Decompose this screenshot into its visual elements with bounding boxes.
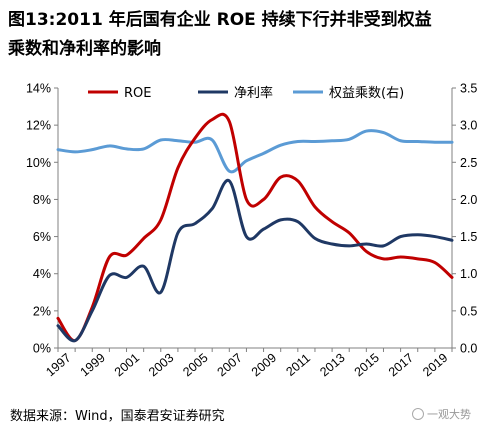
- y-right-tick-label: 1.0: [460, 267, 477, 281]
- x-tick-label: 2005: [180, 351, 210, 380]
- y-left-tick-label: 10%: [26, 156, 51, 170]
- y-right-tick-label: 0.0: [460, 342, 477, 356]
- y-right-tick-label: 1.5: [460, 230, 477, 244]
- y-right-tick-label: 3.5: [460, 82, 477, 96]
- title-line-1: 图13:2011 年后国有企业 ROE 持续下行并非受到权益: [8, 10, 432, 30]
- watermark-text: 一观大势: [427, 408, 471, 421]
- x-tick-label: 1999: [78, 351, 108, 380]
- y-right-tick-label: 3.0: [460, 119, 477, 133]
- source-note: 数据来源：Wind，国泰君安证券研究: [10, 409, 225, 424]
- y-right-tick-label: 0.5: [460, 304, 477, 318]
- chart-series-lines: [56, 112, 454, 343]
- series-line-equity-multiplier: [56, 129, 454, 174]
- chart-title: 图13:2011 年后国有企业 ROE 持续下行并非受到权益 乘数和净利率的影响: [8, 6, 494, 64]
- x-tick-label: 2019: [420, 351, 450, 380]
- y-left-tick-label: 2%: [33, 304, 51, 318]
- x-tick-label: 2013: [317, 351, 347, 380]
- x-tick-label: 2007: [215, 351, 245, 380]
- y-left-tick-label: 0%: [33, 342, 51, 356]
- y-right-tick-label: 2.0: [460, 193, 477, 207]
- chart-legend: ROE 净利率 权益乘数(右): [88, 85, 404, 101]
- watermark: 一观大势: [412, 406, 471, 422]
- x-tick-label: 2003: [146, 351, 176, 380]
- x-tick-label: 2001: [112, 351, 142, 380]
- series-line-net-margin: [56, 178, 454, 343]
- y-left-tick-label: 8%: [33, 193, 51, 207]
- title-line-2: 乘数和净利率的影响: [8, 39, 161, 59]
- series-line-roe: [56, 112, 454, 343]
- watermark-logo-icon: [412, 408, 424, 420]
- y-left-tick-label: 12%: [26, 119, 51, 133]
- legend-label: ROE: [124, 86, 151, 101]
- x-tick-label: 2017: [386, 351, 416, 380]
- x-tick-label: 2009: [249, 351, 279, 380]
- chart-axes: 0% 2% 4% 6% 8% 10% 12% 14% 0.0 0.5 1.0 1.5 2.0 2.5 3.0…: [26, 82, 477, 380]
- legend-label: 净利率: [234, 85, 273, 101]
- y-right-tick-label: 2.5: [460, 156, 477, 170]
- legend-label: 权益乘数(右): [329, 85, 404, 101]
- y-left-tick-label: 14%: [26, 82, 51, 96]
- y-left-tick-label: 6%: [33, 230, 51, 244]
- x-tick-label: 2011: [283, 351, 313, 379]
- x-tick-label: 2015: [352, 351, 382, 380]
- y-left-tick-label: 4%: [33, 267, 51, 281]
